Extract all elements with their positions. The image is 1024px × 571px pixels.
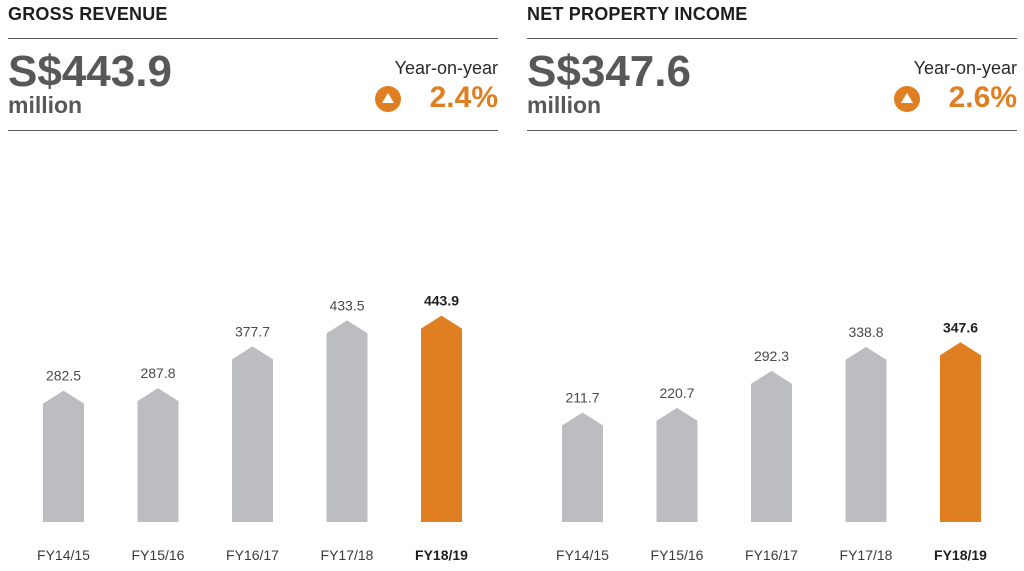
panel-title: GROSS REVENUE bbox=[8, 4, 168, 24]
bar-value-label: 347.6 bbox=[943, 319, 978, 335]
category-label: FY14/15 bbox=[37, 547, 90, 563]
bar-fy17-18 bbox=[845, 346, 887, 522]
headline-value: S$443.9 bbox=[8, 47, 172, 96]
bar-value-label: 287.8 bbox=[140, 365, 175, 381]
bar-fy14-15 bbox=[562, 412, 603, 522]
up-triangle-circle-icon bbox=[375, 86, 401, 112]
category-label: FY14/15 bbox=[556, 547, 609, 563]
divider bbox=[527, 130, 1017, 131]
yoy-label: Year-on-year bbox=[394, 58, 498, 78]
bar-fy17-18 bbox=[326, 320, 368, 522]
gross-revenue-bar-chart: 282.5 FY14/15 287.8 FY15/16 377.7 FY16/17 433.… bbox=[37, 293, 468, 563]
divider bbox=[527, 38, 1017, 39]
bar-value-label: 211.7 bbox=[566, 390, 600, 406]
net-property-income-bar-chart: 211.7 FY14/15 220.7 FY15/16 292.3 FY16/17 338.… bbox=[556, 319, 987, 563]
category-label: FY15/16 bbox=[132, 547, 185, 563]
headline-unit: million bbox=[8, 92, 83, 118]
yoy-label: Year-on-year bbox=[913, 58, 1017, 78]
yoy-value: 2.4% bbox=[429, 81, 498, 114]
gross-revenue-panel: GROSS REVENUE S$443.9 million Year-on-ye… bbox=[8, 0, 498, 571]
panel-title: NET PROPERTY INCOME bbox=[527, 4, 748, 24]
bar-value-label: 433.5 bbox=[329, 297, 364, 313]
divider bbox=[8, 130, 498, 131]
bar-fy16-17 bbox=[751, 370, 792, 522]
bar-value-label: 282.5 bbox=[46, 368, 81, 384]
up-triangle-circle-icon bbox=[894, 86, 920, 112]
category-label: FY17/18 bbox=[840, 547, 893, 563]
bar-fy14-15 bbox=[43, 390, 84, 522]
category-label: FY16/17 bbox=[226, 547, 279, 563]
bar-fy18-19 bbox=[421, 315, 462, 522]
category-label: FY15/16 bbox=[651, 547, 704, 563]
bar-fy15-16 bbox=[656, 407, 698, 522]
category-label: FY18/19 bbox=[934, 547, 987, 563]
bar-value-label: 292.3 bbox=[754, 348, 789, 364]
bar-fy15-16 bbox=[137, 388, 179, 522]
category-label: FY16/17 bbox=[745, 547, 798, 563]
yoy-value: 2.6% bbox=[948, 81, 1017, 114]
net-property-income-panel: NET PROPERTY INCOME S$347.6 million Year… bbox=[527, 0, 1017, 571]
category-label: FY18/19 bbox=[415, 547, 468, 563]
bar-value-label: 220.7 bbox=[659, 385, 694, 401]
bar-value-label: 443.9 bbox=[424, 293, 459, 309]
headline-value: S$347.6 bbox=[527, 47, 691, 96]
bar-fy18-19 bbox=[940, 342, 981, 522]
headline-unit: million bbox=[527, 92, 602, 118]
divider bbox=[8, 38, 498, 39]
category-label: FY17/18 bbox=[321, 547, 374, 563]
bar-value-label: 377.7 bbox=[235, 323, 270, 339]
bar-value-label: 338.8 bbox=[848, 324, 883, 340]
bar-fy16-17 bbox=[232, 346, 273, 522]
